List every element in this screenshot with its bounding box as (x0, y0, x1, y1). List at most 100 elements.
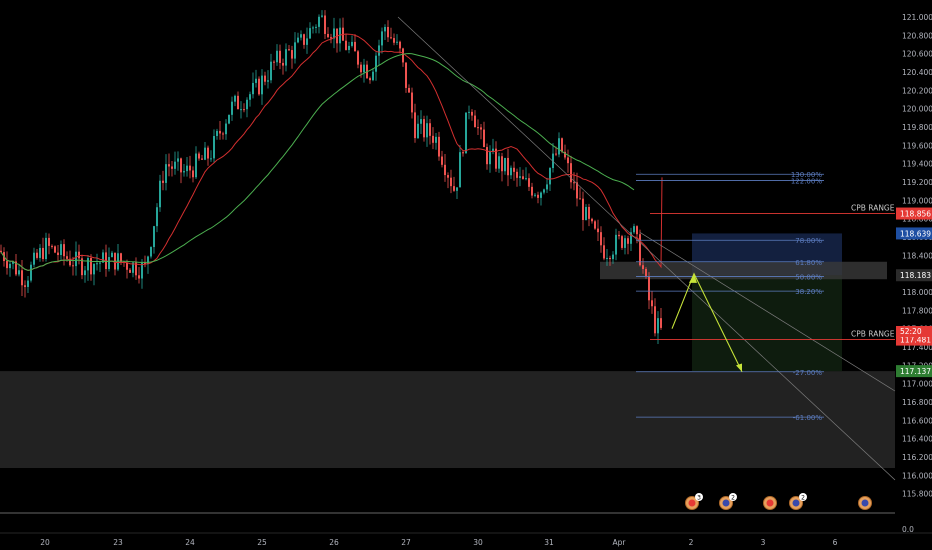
price-tag-label: 117.137 (900, 367, 931, 376)
candle-body (69, 258, 71, 266)
candle-body (297, 37, 299, 43)
candle-body (132, 262, 134, 273)
price-tag (896, 227, 932, 240)
candle-body (564, 151, 566, 158)
candle-body (483, 129, 485, 148)
candle-body (273, 61, 275, 63)
candle-body (531, 186, 533, 196)
candle-body (276, 50, 278, 63)
candle-body (84, 270, 86, 276)
trend-line-lower[interactable] (639, 232, 896, 392)
candle-body (381, 31, 383, 46)
fib-level-label: -27.00% (793, 369, 823, 377)
candle-body (525, 178, 527, 180)
candle-body (201, 158, 203, 160)
candle-body (549, 168, 551, 185)
candle-body (33, 252, 35, 265)
candle-body (609, 257, 611, 260)
candle-body (636, 226, 638, 235)
candle-body (54, 246, 56, 253)
candle-body (15, 261, 17, 275)
candle-body (537, 194, 539, 198)
candle-body (618, 234, 620, 237)
candle-body (429, 123, 431, 136)
candle-body (504, 157, 506, 172)
candle-body (615, 234, 617, 255)
countdown-tag (896, 326, 932, 337)
candle-body (12, 261, 14, 264)
candle-body (21, 270, 23, 286)
candle-body (492, 148, 494, 152)
candle-body (216, 130, 218, 136)
candle-body (591, 218, 593, 222)
candle-body (453, 186, 455, 191)
trend-line-upper[interactable] (397, 16, 896, 481)
cpb-range-label: CPB RANGE (851, 330, 895, 339)
candle-body (501, 156, 503, 172)
candle-body (72, 265, 74, 267)
candle-body (660, 318, 662, 328)
candle-body (465, 112, 467, 154)
candle-body (324, 15, 326, 34)
candle-body (576, 182, 578, 199)
event-count-badge (729, 493, 737, 501)
candle-body (438, 136, 440, 157)
candle-body (369, 78, 371, 81)
candle-body (222, 133, 224, 135)
fib-level-label: 122.00% (791, 177, 822, 185)
candle-body (51, 245, 53, 247)
candle-body (18, 270, 20, 275)
projection-arrowhead-down (736, 363, 742, 372)
candle-body (330, 37, 332, 39)
price-axis-tick: 121.000 (902, 13, 932, 22)
candle-body (375, 55, 377, 72)
candle-body (522, 176, 524, 180)
candle-body (657, 318, 659, 334)
time-axis-label: Apr (613, 538, 627, 547)
candle-body (363, 64, 365, 73)
candle-body (126, 262, 128, 270)
fib-level-label: 78.00% (795, 237, 822, 245)
candle-body (594, 221, 596, 229)
candle-body (444, 164, 446, 176)
candle-body (270, 61, 272, 81)
price-axis-tick: 116.600 (902, 416, 932, 425)
candle-body (570, 163, 572, 183)
candle-body (78, 251, 80, 259)
event-count-label: 3 (697, 495, 701, 502)
price-tag-label: 118.183 (900, 271, 931, 280)
price-axis-tick: 117.800 (902, 306, 932, 315)
candle-body (60, 244, 62, 255)
price-axis-tick: 120.800 (902, 31, 932, 40)
candle-body (237, 95, 239, 110)
price-axis-tick: 120.000 (902, 105, 932, 114)
candle-body (219, 130, 221, 134)
candle-body (372, 71, 374, 81)
candle-body (165, 164, 167, 183)
candle-body (642, 265, 644, 269)
candle-body (300, 34, 302, 38)
fib-level-label: 61.80% (795, 259, 822, 267)
candle-body (228, 114, 230, 124)
candle-body (435, 136, 437, 143)
candle-body (255, 78, 257, 83)
candle-body (585, 206, 587, 220)
candle-body (210, 158, 212, 160)
candle-body (27, 280, 29, 287)
fib-level-label: 50.00% (795, 273, 822, 281)
candle-body (606, 257, 608, 259)
candle-body (57, 252, 59, 255)
candle-body (420, 119, 422, 124)
candle-body (63, 244, 65, 257)
event-count-label: 2 (731, 495, 735, 502)
candle-body (36, 252, 38, 258)
candle-body (306, 38, 308, 45)
candle-body (81, 258, 83, 276)
candle-body (279, 50, 281, 63)
event-count-badge (799, 493, 807, 501)
candle-body (9, 263, 11, 269)
candle-body (213, 135, 215, 159)
candle-body (138, 275, 140, 279)
fib-level-label: 38.20% (795, 288, 822, 296)
